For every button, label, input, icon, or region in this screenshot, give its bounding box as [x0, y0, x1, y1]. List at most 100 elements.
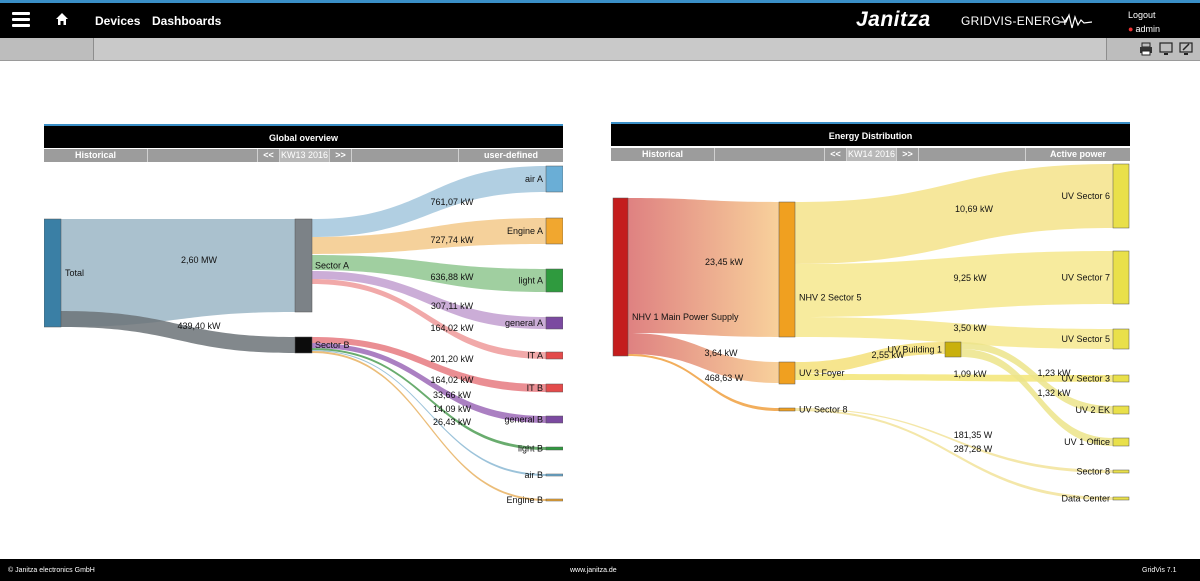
flow-value-uvb1-to-uv1off: 1,32 kW [1037, 388, 1071, 398]
next-week-button[interactable]: >> [897, 148, 919, 161]
panel-subbar-right: Historical << KW14 2016 >> Active power [611, 148, 1130, 161]
flow-uvs8-to-dc[interactable] [795, 409, 1113, 500]
monitor-icon[interactable] [1159, 42, 1173, 56]
flow-value-sectorA-to-engineA: 727,74 kW [430, 235, 474, 245]
hamburger-menu-icon[interactable] [12, 12, 30, 28]
secondary-toolbar [0, 38, 1200, 61]
flow-value-total-to-sectorB: 439,40 kW [177, 321, 221, 331]
sankey-chart-energy-distribution: NHV 1 Main Power Supply NHV 2 Sector 5 UV … [612, 163, 1130, 504]
node-it-b[interactable] [545, 383, 563, 393]
node-label-light-a: light A [518, 276, 543, 286]
flow-nhv2-to-uvs5[interactable] [795, 317, 1113, 349]
mode-label[interactable]: Historical [44, 149, 148, 162]
node-general-b[interactable] [545, 415, 563, 424]
flow-sectorB-to-lightB[interactable] [312, 348, 546, 450]
flow-sectorB-to-airB[interactable] [312, 350, 546, 476]
node-label-uv-1-office: UV 1 Office [1064, 437, 1110, 447]
flow-nhv1-to-uv3[interactable] [628, 333, 779, 383]
flow-uvb1-to-uv2ek[interactable] [961, 342, 1113, 414]
flow-uv3-to-uvb1[interactable] [795, 342, 945, 374]
flow-value-uvs8-to-s8: 181,35 W [954, 430, 993, 440]
panel-subbar-left: Historical << KW13 2016 >> user-defined [44, 149, 563, 162]
node-sector-8[interactable] [1112, 469, 1130, 474]
prev-week-button[interactable]: << [825, 148, 847, 161]
node-light-b[interactable] [545, 446, 563, 451]
flow-value-nhv1-to-uv3: 3,64 kW [704, 348, 738, 358]
print-icon[interactable] [1139, 42, 1153, 56]
node-uv-3-foyer[interactable] [778, 361, 796, 385]
sankey-chart-global-overview: Total Sector A Sector B air A Engine A light … [44, 165, 563, 505]
flow-sectorA-to-engineA[interactable] [312, 218, 546, 254]
flow-value-sectorB-to-airB: 14,09 kW [433, 404, 472, 414]
node-it-a[interactable] [545, 351, 563, 360]
node-label-light-b: light B [518, 444, 543, 454]
prev-week-button[interactable]: << [258, 149, 280, 162]
node-total[interactable] [44, 218, 62, 328]
node-uv-sector-3[interactable] [1112, 374, 1130, 383]
node-air-b[interactable] [545, 473, 563, 477]
node-nhv-1-main-power-supply[interactable] [612, 197, 629, 357]
janitza-logo: Janitza [856, 8, 931, 31]
flow-sectorA-to-itA[interactable] [312, 279, 546, 359]
node-label-it-b: IT B [527, 383, 543, 393]
logout-link[interactable]: Logout [1128, 10, 1156, 20]
flow-sectorA-to-airA[interactable] [312, 166, 546, 237]
node-label-uv-3-foyer: UV 3 Foyer [799, 368, 845, 378]
top-navigation-bar: Devices Dashboards Janitza GRIDVIS-ENERG… [0, 0, 1200, 38]
flow-value-sectorB-to-generalB: 164,02 kW [430, 375, 474, 385]
range-label[interactable]: user-defined [483, 150, 538, 160]
flow-nhv1-to-nhv2[interactable] [628, 198, 779, 337]
subbar-spacer [148, 149, 258, 162]
node-uv-2-ek[interactable] [1112, 405, 1130, 415]
flow-sectorB-to-itB[interactable] [312, 337, 546, 392]
toolbar-right-segment [1106, 38, 1200, 60]
flow-value-sectorA-to-generalA: 307,11 kW [431, 301, 474, 311]
range-label[interactable]: Active power [1049, 149, 1107, 159]
flow-nhv2-to-uvs7[interactable] [795, 251, 1113, 317]
flow-value-sectorA-to-airA: 761,07 kW [430, 197, 474, 207]
footer-copyright: © Janitza electronics GmbH [8, 567, 95, 574]
node-uv-sector-8[interactable] [778, 407, 796, 412]
flow-total-to-sectorA[interactable] [61, 219, 295, 327]
current-user: ● admin [1128, 24, 1160, 34]
flow-nhv1-to-uvs8[interactable] [628, 354, 779, 411]
flow-value-nhv2-to-uvs6: 10,69 kW [955, 204, 994, 214]
flow-value-sectorA-to-itA: 164,02 kW [430, 323, 474, 333]
flow-value-uv3-to-uvs3: 1,09 kW [953, 369, 987, 379]
node-nhv-2-sector-5[interactable] [778, 201, 796, 338]
node-label-sector-a: Sector A [315, 261, 349, 271]
nav-dashboards-link[interactable]: Dashboards [152, 14, 222, 28]
home-icon[interactable] [55, 12, 69, 26]
node-sector-b[interactable] [294, 336, 313, 354]
flow-value-sectorB-to-itB: 201,20 kW [430, 354, 474, 364]
node-label-nhv-1-main-power-supply: NHV 1 Main Power Supply [632, 312, 739, 322]
node-light-a[interactable] [545, 268, 563, 293]
next-week-button[interactable]: >> [330, 149, 352, 162]
node-uv-sector-6[interactable] [1112, 163, 1130, 229]
panel-title-energy-distribution: Energy Distribution [611, 122, 1130, 146]
node-uv-sector-7[interactable] [1112, 250, 1130, 305]
node-uv-building-1[interactable] [944, 341, 962, 358]
mode-label[interactable]: Historical [611, 148, 715, 161]
node-uv-sector-5[interactable] [1112, 328, 1130, 350]
edit-screen-icon[interactable] [1179, 42, 1193, 56]
flow-sectorA-to-generalA[interactable] [312, 271, 546, 329]
node-uv-1-office[interactable] [1112, 437, 1130, 447]
node-data-center[interactable] [1112, 496, 1130, 501]
node-label-sector-b: Sector B [315, 340, 350, 350]
flow-sectorB-to-generalB[interactable] [312, 343, 546, 423]
node-general-a[interactable] [545, 316, 563, 330]
flow-total-to-sectorB[interactable] [61, 311, 295, 353]
flow-nhv2-to-uvs6[interactable] [795, 164, 1113, 264]
flow-uvs8-to-s8[interactable] [795, 408, 1113, 473]
flow-sectorA-to-lightA[interactable] [312, 255, 546, 292]
nav-devices-link[interactable]: Devices [95, 14, 141, 28]
flow-sectorB-to-engineB[interactable] [312, 351, 546, 501]
footer-url[interactable]: www.janitza.de [570, 567, 617, 574]
node-label-engine-a: Engine A [507, 226, 543, 236]
node-engine-b[interactable] [545, 498, 563, 502]
flow-uvb1-to-uv1off[interactable] [961, 349, 1113, 446]
node-air-a[interactable] [545, 165, 563, 193]
node-engine-a[interactable] [545, 217, 563, 245]
node-sector-a[interactable] [294, 218, 313, 313]
